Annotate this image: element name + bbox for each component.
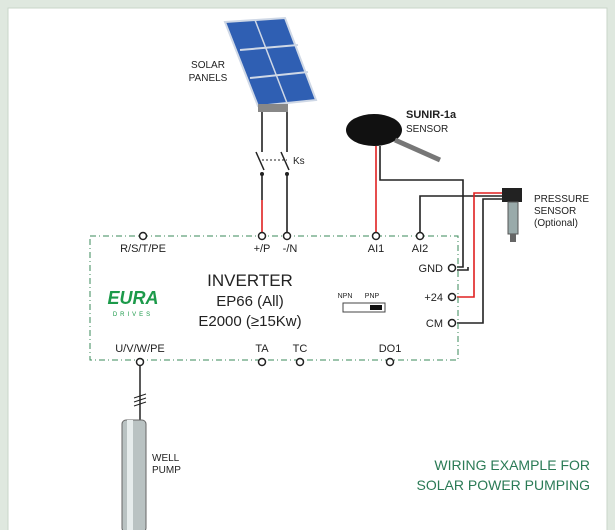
terminal-label: TC xyxy=(293,343,308,355)
inverter-model: EP66 (All) xyxy=(216,293,284,310)
pressure-label: SENSOR xyxy=(534,206,576,217)
sunir-label: SENSOR xyxy=(406,124,448,135)
pressure-label: (Optional) xyxy=(534,218,578,229)
terminal-label: TA xyxy=(255,343,269,355)
terminal-label: GND xyxy=(419,263,444,275)
switch-knob xyxy=(370,305,382,310)
switch-label: Ks xyxy=(293,156,305,167)
solar-label: PANELS xyxy=(189,73,228,84)
sunir-name: SUNIR-1a xyxy=(406,109,457,121)
sunir-sensor-graphic xyxy=(346,114,464,268)
pressure-label: PRESSURE xyxy=(534,194,589,205)
npn-pnp-switch xyxy=(342,302,386,313)
terminal-label: -/N xyxy=(283,243,298,255)
dc-wires xyxy=(255,112,290,232)
pump-label: PUMP xyxy=(152,465,181,476)
pump-label: WELL xyxy=(152,453,180,464)
terminal-label: U/V/W/PE xyxy=(115,343,165,355)
solar-label: SOLAR xyxy=(191,60,225,71)
caption: SOLAR POWER PUMPING xyxy=(417,477,590,493)
terminal-label: +24 xyxy=(424,292,443,304)
terminal-label: CM xyxy=(426,318,443,330)
terminals xyxy=(135,231,457,367)
pump-graphic xyxy=(121,366,147,530)
brand-sub: DRIVES xyxy=(113,312,153,318)
brand-logo: EURA xyxy=(107,288,158,308)
inverter-title: INVERTER xyxy=(207,271,293,290)
inverter-box xyxy=(89,235,459,361)
switch-label: NPN xyxy=(338,293,353,300)
terminal-label: AI1 xyxy=(368,243,385,255)
terminal-label: AI2 xyxy=(412,243,429,255)
inverter-model: E2000 (≥15Kw) xyxy=(198,313,301,330)
pressure-sensor-graphic xyxy=(419,188,522,324)
switch-label: PNP xyxy=(365,293,380,300)
terminal-label: DO1 xyxy=(379,343,402,355)
terminal-label: +/P xyxy=(254,243,271,255)
solar-panel-graphic xyxy=(223,16,318,112)
caption: WIRING EXAMPLE FOR xyxy=(434,457,590,473)
terminal-label: R/S/T/PE xyxy=(120,243,166,255)
